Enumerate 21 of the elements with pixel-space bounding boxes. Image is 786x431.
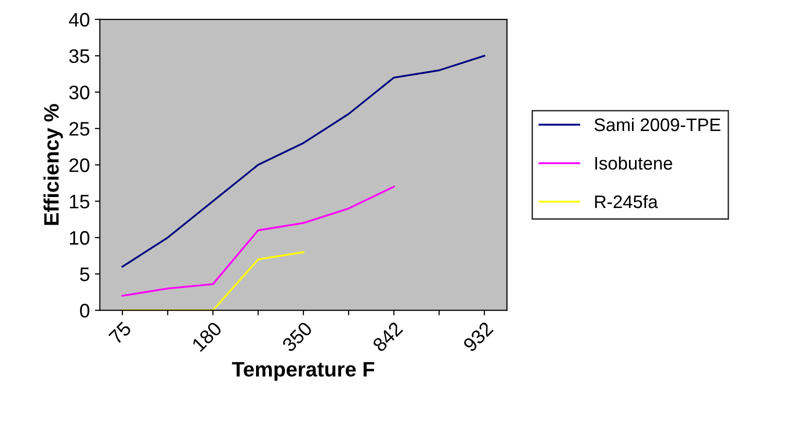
line-series [122,54,486,268]
y-tick-label: 35 [69,49,90,63]
legend-label: Isobutene [595,156,672,170]
x-tick-label: 180 [191,320,222,352]
legend-label: Sami 2009-TPE [594,118,720,132]
y-tick-label: 10 [70,231,90,245]
y-tick-label: 0 [80,304,90,318]
y-tick-label: 20 [69,158,90,172]
y-tick-label: 15 [70,194,90,208]
x-tick-label: 842 [372,321,404,352]
y-tick-label: 5 [80,268,90,282]
x-tick-label: 350 [281,320,313,353]
y-axis-title: Efficiency % [44,104,63,225]
x-tick-label: 75 [108,321,132,345]
x-tick-label: 932 [462,321,494,352]
y-tick-label: 30 [69,86,90,100]
legend-label: R-245fa [595,194,658,208]
y-tick-label: 25 [69,122,90,136]
line-series [122,186,395,297]
x-axis-title: Temperature F [232,362,374,381]
y-tick-label: 40 [68,12,90,27]
